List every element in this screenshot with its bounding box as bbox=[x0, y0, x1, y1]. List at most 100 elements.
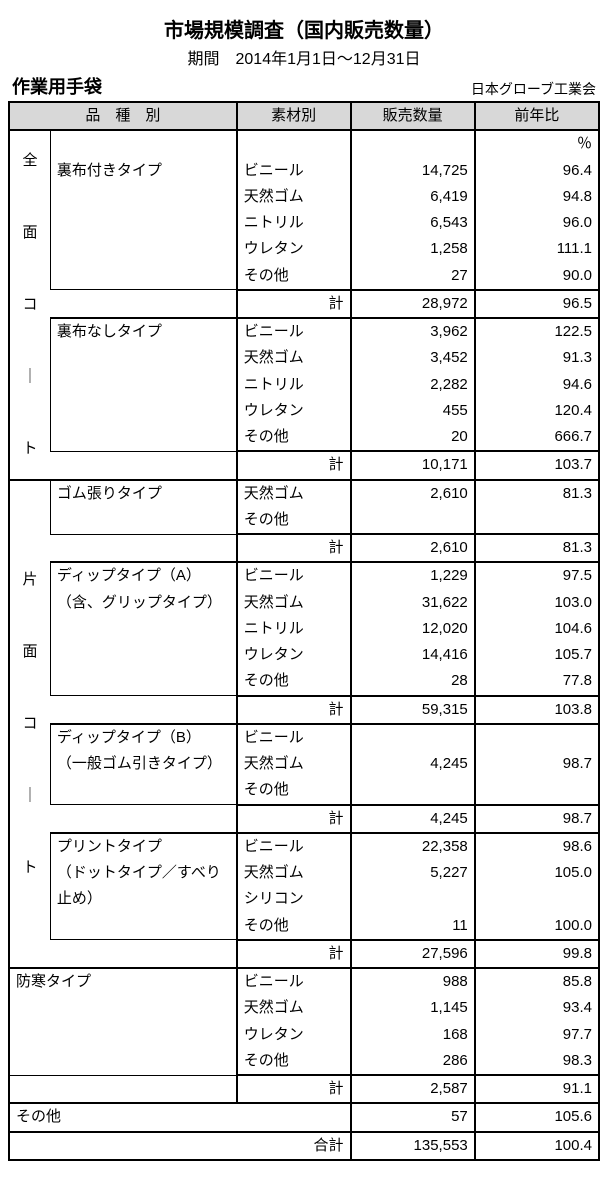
grp-e-name2: （一般ゴム引きタイプ） bbox=[50, 751, 236, 777]
cell: ビニール bbox=[237, 158, 351, 184]
cell: その他 bbox=[237, 1048, 351, 1075]
grp-b-name: 裏布なしタイプ bbox=[50, 318, 236, 345]
cell: 11 bbox=[351, 913, 475, 940]
cell: 20 bbox=[351, 424, 475, 451]
cell: 111.1 bbox=[475, 236, 599, 262]
total-pct: 100.4 bbox=[475, 1132, 599, 1160]
total-label: 合計 bbox=[9, 1132, 351, 1160]
cell: 3,962 bbox=[351, 318, 475, 345]
cell: 6,543 bbox=[351, 210, 475, 236]
cell bbox=[475, 507, 599, 534]
grp-d-name2: （含、グリップタイプ） bbox=[50, 590, 236, 616]
cell: 666.7 bbox=[475, 424, 599, 451]
cell: 天然ゴム bbox=[237, 184, 351, 210]
cell: その他 bbox=[237, 507, 351, 534]
cell: 57 bbox=[351, 1103, 475, 1131]
subtotal-qty: 4,245 bbox=[351, 805, 475, 833]
col-ratio: 前年比 bbox=[475, 102, 599, 130]
cell: 98.7 bbox=[475, 751, 599, 777]
grp-f-name3: 止め） bbox=[50, 886, 236, 912]
cell: シリコン bbox=[237, 886, 351, 912]
cell: ビニール bbox=[237, 968, 351, 995]
cell: 27 bbox=[351, 263, 475, 290]
cell: ビニール bbox=[237, 724, 351, 751]
cell: その他 bbox=[237, 913, 351, 940]
cell bbox=[475, 777, 599, 804]
subtotal-pct: 96.5 bbox=[475, 290, 599, 318]
subtotal-qty: 28,972 bbox=[351, 290, 475, 318]
subtotal-qty: 27,596 bbox=[351, 940, 475, 968]
cell: 天然ゴム bbox=[237, 995, 351, 1021]
cell: 105.7 bbox=[475, 642, 599, 668]
subtotal-pct: 81.3 bbox=[475, 534, 599, 562]
cell bbox=[351, 507, 475, 534]
cell: 455 bbox=[351, 398, 475, 424]
cell: 天然ゴム bbox=[237, 860, 351, 886]
cell: 6,419 bbox=[351, 184, 475, 210]
cell: 98.6 bbox=[475, 833, 599, 860]
cell: その他 bbox=[237, 668, 351, 695]
cell bbox=[475, 886, 599, 912]
cell: 14,725 bbox=[351, 158, 475, 184]
cell: その他 bbox=[237, 424, 351, 451]
cell: 105.0 bbox=[475, 860, 599, 886]
cell: ウレタン bbox=[237, 1022, 351, 1048]
cell: 120.4 bbox=[475, 398, 599, 424]
subtotal-label: 計 bbox=[237, 1075, 351, 1103]
unit-percent: ％ bbox=[475, 130, 599, 157]
cell: 2,282 bbox=[351, 372, 475, 398]
cell: 2,610 bbox=[351, 480, 475, 507]
cell bbox=[351, 886, 475, 912]
subtotal-label: 計 bbox=[237, 696, 351, 724]
cell: 988 bbox=[351, 968, 475, 995]
cell: 77.8 bbox=[475, 668, 599, 695]
product-name: 作業用手袋 bbox=[12, 73, 102, 99]
cell: ニトリル bbox=[237, 210, 351, 236]
cell: 22,358 bbox=[351, 833, 475, 860]
subtotal-label: 計 bbox=[237, 290, 351, 318]
category-full-coat: 全 面 コ ｜ ト bbox=[9, 130, 50, 479]
cell: 94.6 bbox=[475, 372, 599, 398]
cell: 12,020 bbox=[351, 616, 475, 642]
subtotal-qty: 59,315 bbox=[351, 696, 475, 724]
cell: ウレタン bbox=[237, 398, 351, 424]
subtotal-pct: 91.1 bbox=[475, 1075, 599, 1103]
cell: 1,258 bbox=[351, 236, 475, 262]
subtotal-pct: 99.8 bbox=[475, 940, 599, 968]
cell: ビニール bbox=[237, 562, 351, 589]
subtotal-pct: 103.7 bbox=[475, 451, 599, 479]
cell: ニトリル bbox=[237, 616, 351, 642]
cell: 14,416 bbox=[351, 642, 475, 668]
cell: 286 bbox=[351, 1048, 475, 1075]
grp-g-name: 防寒タイプ bbox=[9, 968, 237, 995]
cell: 97.5 bbox=[475, 562, 599, 589]
cell: 天然ゴム bbox=[237, 480, 351, 507]
cell: 94.8 bbox=[475, 184, 599, 210]
cell: ウレタン bbox=[237, 642, 351, 668]
cell: 天然ゴム bbox=[237, 345, 351, 371]
cell bbox=[351, 777, 475, 804]
col-material: 素材別 bbox=[237, 102, 351, 130]
subtotal-label: 計 bbox=[237, 451, 351, 479]
cell: 104.6 bbox=[475, 616, 599, 642]
cell: 1,145 bbox=[351, 995, 475, 1021]
grp-d-name1: ディップタイプ（A） bbox=[50, 562, 236, 589]
grp-f-name1: プリントタイプ bbox=[50, 833, 236, 860]
grp-c-name: ゴム張りタイプ bbox=[50, 480, 236, 507]
cell: 91.3 bbox=[475, 345, 599, 371]
cell: その他 bbox=[237, 263, 351, 290]
col-qty: 販売数量 bbox=[351, 102, 475, 130]
cell: 97.7 bbox=[475, 1022, 599, 1048]
subtotal-pct: 103.8 bbox=[475, 696, 599, 724]
cell: 98.3 bbox=[475, 1048, 599, 1075]
col-kind: 品 種 別 bbox=[9, 102, 237, 130]
cell: 90.0 bbox=[475, 263, 599, 290]
grp-h-name: その他 bbox=[9, 1103, 351, 1131]
report-period: 期間 2014年1月1日～12月31日 bbox=[8, 45, 600, 69]
cell: ニトリル bbox=[237, 372, 351, 398]
category-half-coat: 片 面 コ ｜ ト bbox=[9, 480, 50, 969]
cell: 103.0 bbox=[475, 590, 599, 616]
sales-table: 品 種 別 素材別 販売数量 前年比 全 面 コ ｜ ト ％ 裏布付きタイプビニ… bbox=[8, 101, 600, 1161]
association-name: 日本グローブ工業会 bbox=[471, 79, 596, 99]
subtotal-qty: 2,610 bbox=[351, 534, 475, 562]
